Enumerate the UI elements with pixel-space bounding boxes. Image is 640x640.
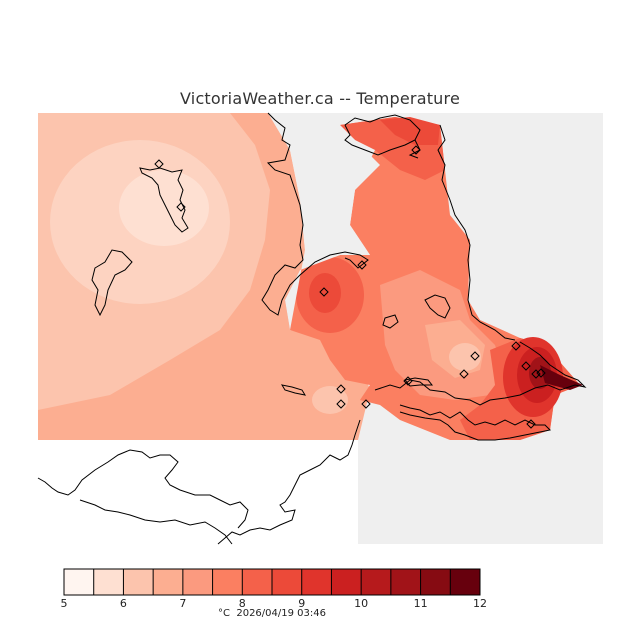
island-6 <box>404 377 434 387</box>
station-marker <box>154 159 164 169</box>
map-title: VictoriaWeather.ca -- Temperature <box>180 89 460 108</box>
contour-north-warmer <box>380 117 440 145</box>
legend-swatch <box>331 569 362 595</box>
island-4 <box>382 314 399 329</box>
legend-swatch <box>182 569 214 595</box>
legend-tick-label: 12 <box>473 597 487 610</box>
legend-footer: °C 2026/04/19 03:46 <box>0 608 544 619</box>
legend-swatch <box>153 569 184 595</box>
station-marker <box>411 145 421 155</box>
legend-tick-label: 11 <box>414 597 428 610</box>
contour-east-cool <box>449 343 481 371</box>
station-marker <box>470 351 480 361</box>
legend-swatches <box>64 569 481 595</box>
station-marker <box>403 376 413 386</box>
coastline-mainland-east <box>437 124 516 341</box>
legend-swatch <box>361 569 392 595</box>
station-marker <box>526 419 536 429</box>
contour-west-coolest <box>119 170 209 246</box>
coastline-strait-west <box>261 112 369 316</box>
out-of-domain-mask <box>268 113 375 330</box>
coastline-olympic <box>37 449 249 529</box>
legend-swatch <box>301 569 332 595</box>
station-marker <box>361 399 371 409</box>
station-marker <box>459 369 469 379</box>
coastlines <box>37 112 587 545</box>
station-marker <box>336 399 346 409</box>
legend-swatch <box>450 569 481 595</box>
legend-swatch <box>390 569 422 595</box>
unit-label: °C <box>218 608 230 619</box>
legend-swatch <box>212 569 243 595</box>
contour-central-warmer <box>309 273 341 313</box>
coastline-east-peninsula <box>374 341 587 406</box>
contour-south-cool <box>312 386 348 414</box>
legend-swatch <box>123 569 154 595</box>
legend-tick-labels: 5 6 7 8 9 10 11 12 <box>61 597 488 610</box>
station-marker <box>511 341 521 351</box>
legend-tick-label: 7 <box>179 597 186 610</box>
island-2 <box>91 249 133 317</box>
island-3 <box>424 294 451 319</box>
legend-swatch <box>64 569 95 595</box>
station-marker <box>336 384 346 394</box>
station-marker <box>536 368 546 378</box>
station-marker <box>531 369 541 379</box>
timestamp: 2026/04/19 03:46 <box>236 608 326 619</box>
coastline-south <box>217 419 361 545</box>
legend-tick-label: 5 <box>61 597 68 610</box>
coastline-east-inlet <box>399 404 552 441</box>
legend-tick-label: 9 <box>298 597 305 610</box>
legend-border <box>63 568 481 596</box>
station-marker <box>319 287 329 297</box>
no-data-area <box>38 440 358 544</box>
legend-tick-label: 6 <box>120 597 127 610</box>
coastline-mainland-north <box>344 114 421 156</box>
island-5 <box>280 384 307 396</box>
contour-east-hottest <box>540 365 583 390</box>
legend-swatch <box>272 569 303 595</box>
temperature-contours <box>38 113 583 440</box>
legend-tick-label: 10 <box>354 597 368 610</box>
coastline-olympic-inner <box>79 499 233 545</box>
station-marker <box>176 202 186 212</box>
legend-tick-label: 8 <box>239 597 246 610</box>
station-marker <box>357 260 367 270</box>
legend-swatch <box>93 569 124 595</box>
island-1 <box>139 167 189 233</box>
legend-swatch <box>420 569 451 595</box>
station-marker <box>521 361 531 371</box>
legend-swatch <box>242 569 273 595</box>
station-markers <box>154 145 546 429</box>
